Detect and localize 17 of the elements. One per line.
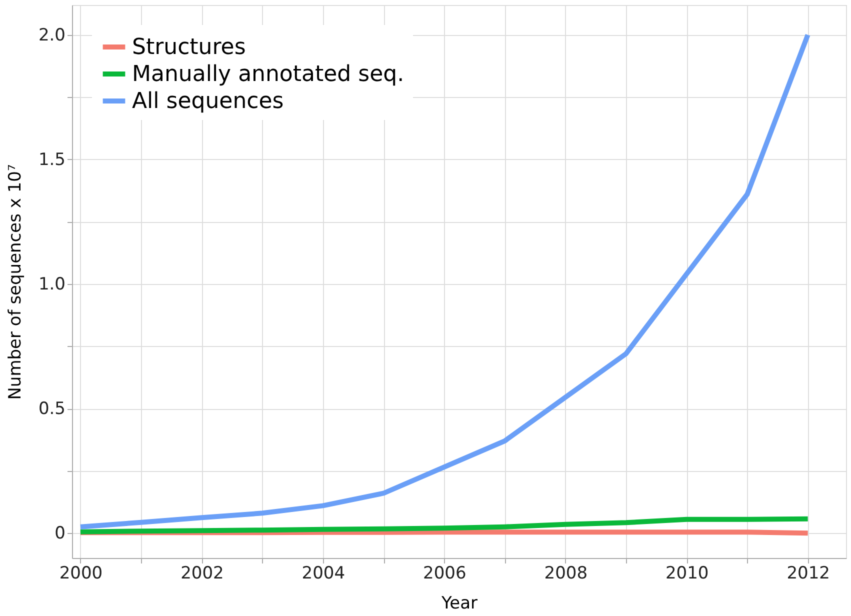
x-tick-label: 2004	[302, 564, 346, 584]
x-tick-label: 2012	[786, 564, 830, 584]
x-axis-title: Year	[440, 594, 478, 614]
y-tick-label: 0.5	[38, 399, 66, 420]
legend-label: All sequences	[132, 89, 284, 114]
x-tick-label: 2006	[423, 564, 466, 584]
y-axis-title: Number of sequences x 10⁷	[5, 164, 26, 400]
x-tick-label: 2008	[544, 564, 588, 584]
x-tick-label: 2002	[180, 564, 224, 584]
y-tick-label: 1.5	[38, 150, 66, 170]
x-tick-label: 2000	[59, 564, 103, 584]
y-tick-label: 1.0	[38, 274, 66, 294]
x-tick-label: 2010	[665, 564, 709, 584]
y-tick-label: 0	[54, 524, 66, 544]
y-tick-label: 2.0	[38, 25, 66, 46]
legend-label: Manually annotated seq.	[132, 62, 404, 87]
legend-label: Structures	[132, 35, 246, 60]
